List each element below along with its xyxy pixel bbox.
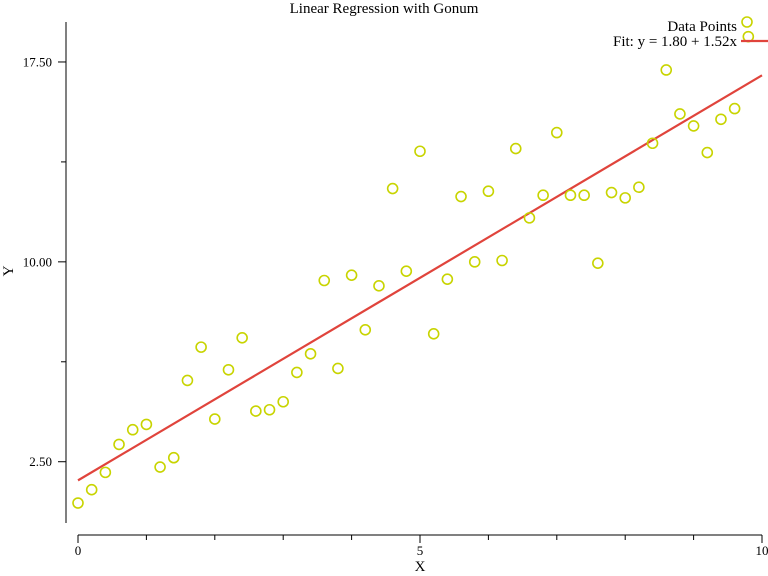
data-point-20 <box>345 269 358 281</box>
data-point-48 <box>728 102 741 115</box>
y-tick-label-1: 10.00 <box>23 254 52 269</box>
data-point-21 <box>359 323 372 336</box>
legend-entry-fit: Fit: y = 1.80 + 1.52x <box>613 34 768 50</box>
data-point-19 <box>332 362 344 375</box>
data-point-47 <box>715 113 727 126</box>
data-point-1 <box>85 483 98 496</box>
data-point-11 <box>222 363 235 376</box>
data-point-15 <box>277 395 290 408</box>
data-point-32 <box>509 142 522 155</box>
axes <box>65 22 762 536</box>
data-point-0 <box>72 497 84 509</box>
data-point-12 <box>236 331 248 344</box>
data-point-29 <box>468 256 481 268</box>
data-point-22 <box>373 280 385 292</box>
legend: Data Points Fit: y = 1.80 + 1.52x <box>613 16 768 50</box>
y-tick-label-2: 17.50 <box>23 54 52 69</box>
data-point-39 <box>605 186 618 199</box>
legend-marker-data-points <box>741 16 753 28</box>
x-tick-label-2: 10 <box>756 543 768 558</box>
data-point-3 <box>113 438 125 451</box>
fit-line <box>77 74 763 482</box>
data-point-27 <box>441 273 454 285</box>
data-points <box>72 30 755 509</box>
plot-area <box>72 30 763 509</box>
data-point-8 <box>181 374 194 387</box>
data-point-2 <box>99 466 112 479</box>
data-point-7 <box>167 451 180 464</box>
data-point-42 <box>646 137 659 150</box>
data-point-34 <box>537 189 549 202</box>
data-point-18 <box>318 274 331 287</box>
data-point-25 <box>414 145 426 158</box>
legend-label-data-points: Data Points <box>667 19 737 35</box>
data-point-6 <box>154 461 166 473</box>
data-point-10 <box>209 413 221 425</box>
legend-label-fit: Fit: y = 1.80 + 1.52x <box>613 34 738 50</box>
legend-entry-data-points: Data Points <box>667 16 753 35</box>
data-point-45 <box>687 120 700 132</box>
data-point-28 <box>455 190 467 203</box>
data-point-41 <box>633 181 645 194</box>
data-point-44 <box>674 108 686 120</box>
data-point-46 <box>701 146 714 159</box>
x-tick-label-1: 5 <box>417 543 424 558</box>
data-point-43 <box>660 64 673 76</box>
data-point-16 <box>291 366 303 379</box>
y-axis-title: Y <box>1 265 17 276</box>
data-point-23 <box>386 182 399 195</box>
data-point-36 <box>564 189 577 202</box>
data-point-38 <box>592 257 604 269</box>
data-point-5 <box>140 418 153 431</box>
data-point-30 <box>482 185 495 198</box>
data-point-31 <box>496 254 508 267</box>
data-point-35 <box>550 126 563 139</box>
y-ticks: 2.50 10.00 17.50 <box>23 54 66 469</box>
data-point-9 <box>195 341 207 353</box>
data-point-17 <box>304 347 317 360</box>
data-point-24 <box>400 265 413 277</box>
chart-title: Linear Regression with Gonum <box>290 1 479 17</box>
data-point-37 <box>578 189 590 202</box>
y-tick-label-0: 2.50 <box>29 454 52 469</box>
x-axis-title: X <box>415 559 426 575</box>
data-point-40 <box>619 192 632 204</box>
data-point-4 <box>126 423 139 436</box>
x-tick-label-0: 0 <box>75 543 82 558</box>
data-point-14 <box>263 403 276 416</box>
x-ticks: 0 5 10 <box>75 535 768 558</box>
data-point-26 <box>427 327 440 340</box>
data-point-33 <box>523 212 536 224</box>
data-point-13 <box>250 405 262 417</box>
